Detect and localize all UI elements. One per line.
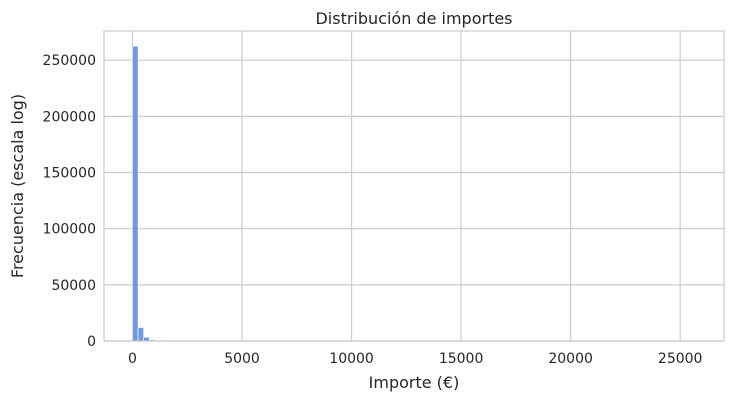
y-axis-label: Frecuencia (escala log) [8, 94, 27, 278]
y-tick-label: 200000 [43, 109, 96, 125]
x-tick-label: 15000 [439, 351, 484, 367]
plot-background [104, 31, 724, 341]
y-axis-ticks: 0 50000 100000 150000 200000 250000 [43, 53, 96, 350]
chart-title: Distribución de importes [315, 9, 512, 28]
y-tick-label: 150000 [43, 166, 96, 182]
x-tick-label: 10000 [329, 351, 374, 367]
plot-frame [103, 30, 725, 342]
x-tick-label: 0 [128, 351, 137, 367]
y-tick-label: 0 [87, 334, 96, 350]
histogram-bar [137, 327, 144, 342]
y-tick-label: 50000 [51, 278, 96, 294]
y-tick-label: 100000 [43, 222, 96, 238]
x-axis-ticks: 0 5000 10000 15000 20000 25000 [128, 351, 702, 367]
x-tick-label: 25000 [658, 351, 703, 367]
x-tick-label: 5000 [224, 351, 260, 367]
plot-area [103, 30, 725, 342]
histogram-bar [132, 45, 139, 342]
x-axis-label: Importe (€) [369, 373, 460, 392]
x-tick-label: 20000 [548, 351, 593, 367]
y-tick-label: 250000 [43, 53, 96, 69]
